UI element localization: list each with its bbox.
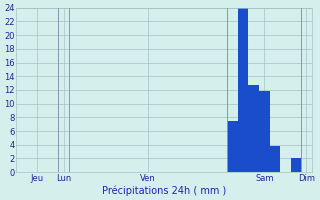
Bar	[238, 8, 248, 172]
Bar	[227, 121, 238, 172]
Bar	[259, 91, 269, 172]
X-axis label: Précipitations 24h ( mm ): Précipitations 24h ( mm )	[102, 185, 226, 196]
Bar	[248, 85, 259, 172]
Bar	[291, 158, 301, 172]
Bar	[269, 146, 280, 172]
